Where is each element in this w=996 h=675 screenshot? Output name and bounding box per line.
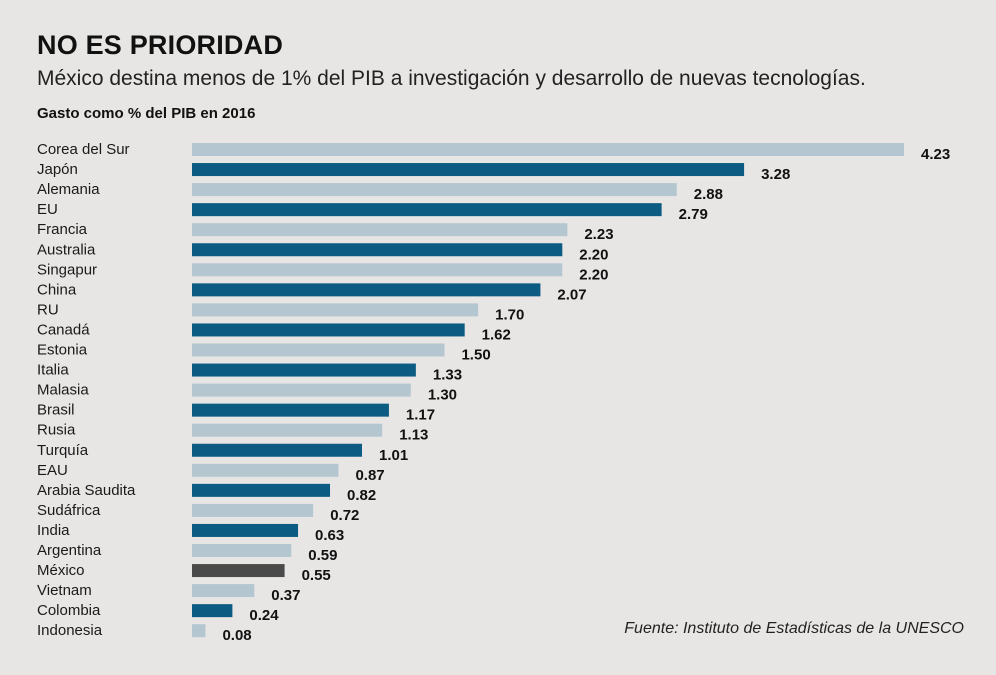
chart-subtitle: México destina menos de 1% del PIB a inv…	[37, 67, 866, 90]
category-label: Alemania	[37, 181, 100, 198]
bar	[192, 503, 314, 517]
bar	[192, 343, 445, 357]
bar	[192, 203, 662, 217]
value-label: 2.79	[679, 206, 708, 223]
value-label: 1.50	[461, 347, 490, 364]
category-label: Japón	[37, 161, 78, 178]
bar	[192, 143, 904, 156]
value-label: 1.13	[399, 427, 428, 444]
value-label: 4.23	[921, 146, 950, 163]
value-label: 0.59	[308, 547, 337, 564]
category-label: Colombia	[37, 602, 101, 619]
value-label: 0.82	[347, 487, 376, 504]
category-label: Estonia	[37, 342, 88, 359]
category-label: India	[37, 522, 70, 539]
category-label: China	[37, 281, 77, 298]
value-label: 2.20	[579, 266, 608, 283]
bar	[192, 523, 299, 537]
value-label: 1.17	[406, 407, 435, 424]
bar	[192, 383, 411, 397]
bar	[192, 263, 563, 277]
bar	[192, 604, 233, 618]
category-label: Corea del Sur	[37, 141, 130, 158]
value-label: 2.20	[579, 246, 608, 263]
category-label: RU	[37, 301, 59, 318]
category-label: Brasil	[37, 402, 75, 419]
category-label: Vietnam	[37, 582, 92, 599]
bar	[192, 463, 339, 477]
bar	[192, 363, 416, 377]
value-label: 0.72	[330, 507, 359, 524]
bar	[192, 443, 363, 457]
category-label: México	[37, 562, 85, 579]
bar	[192, 584, 255, 598]
bar	[192, 483, 331, 497]
value-label: 1.70	[495, 306, 524, 323]
value-label: 3.28	[761, 166, 790, 183]
bar	[192, 323, 465, 337]
value-label: 0.08	[222, 627, 251, 644]
bar	[192, 564, 285, 578]
value-label: 1.62	[482, 326, 511, 343]
value-label: 0.87	[355, 467, 384, 484]
bar	[192, 183, 677, 197]
category-label: EU	[37, 201, 58, 218]
category-label: Australia	[37, 241, 96, 258]
source-note: Fuente: Instituto de Estadísticas de la …	[624, 620, 964, 637]
category-label: Canadá	[37, 321, 90, 338]
value-label: 1.33	[433, 367, 462, 384]
bar	[192, 423, 383, 437]
category-label: Sudáfrica	[37, 502, 101, 519]
bar	[192, 303, 479, 317]
category-label: Indonesia	[37, 622, 103, 639]
chart-title: NO ES PRIORIDAD	[37, 30, 284, 60]
category-label: Argentina	[37, 542, 102, 559]
bar	[192, 283, 541, 297]
category-label: Italia	[37, 362, 69, 379]
bar	[192, 163, 745, 177]
bar	[192, 403, 389, 417]
category-label: Rusia	[37, 422, 76, 439]
value-axis-label: Gasto como % del PIB en 2016	[37, 105, 256, 122]
bar	[192, 544, 292, 557]
value-label: 0.37	[271, 587, 300, 604]
category-label: Arabia Saudita	[37, 482, 136, 499]
category-label: EAU	[37, 462, 68, 479]
bar	[192, 624, 206, 638]
category-label: Singapur	[37, 261, 97, 278]
value-label: 1.01	[379, 447, 408, 464]
value-label: 0.63	[315, 527, 344, 544]
value-label: 0.55	[302, 567, 331, 584]
bar	[192, 223, 568, 237]
value-label: 2.23	[584, 226, 613, 243]
value-label: 2.88	[694, 186, 723, 203]
value-label: 0.24	[249, 607, 279, 624]
bar	[192, 243, 563, 257]
category-label: Francia	[37, 221, 88, 238]
category-label: Turquía	[37, 442, 89, 459]
category-label: Malasia	[37, 382, 89, 399]
value-label: 1.30	[428, 387, 457, 404]
value-label: 2.07	[557, 286, 586, 303]
